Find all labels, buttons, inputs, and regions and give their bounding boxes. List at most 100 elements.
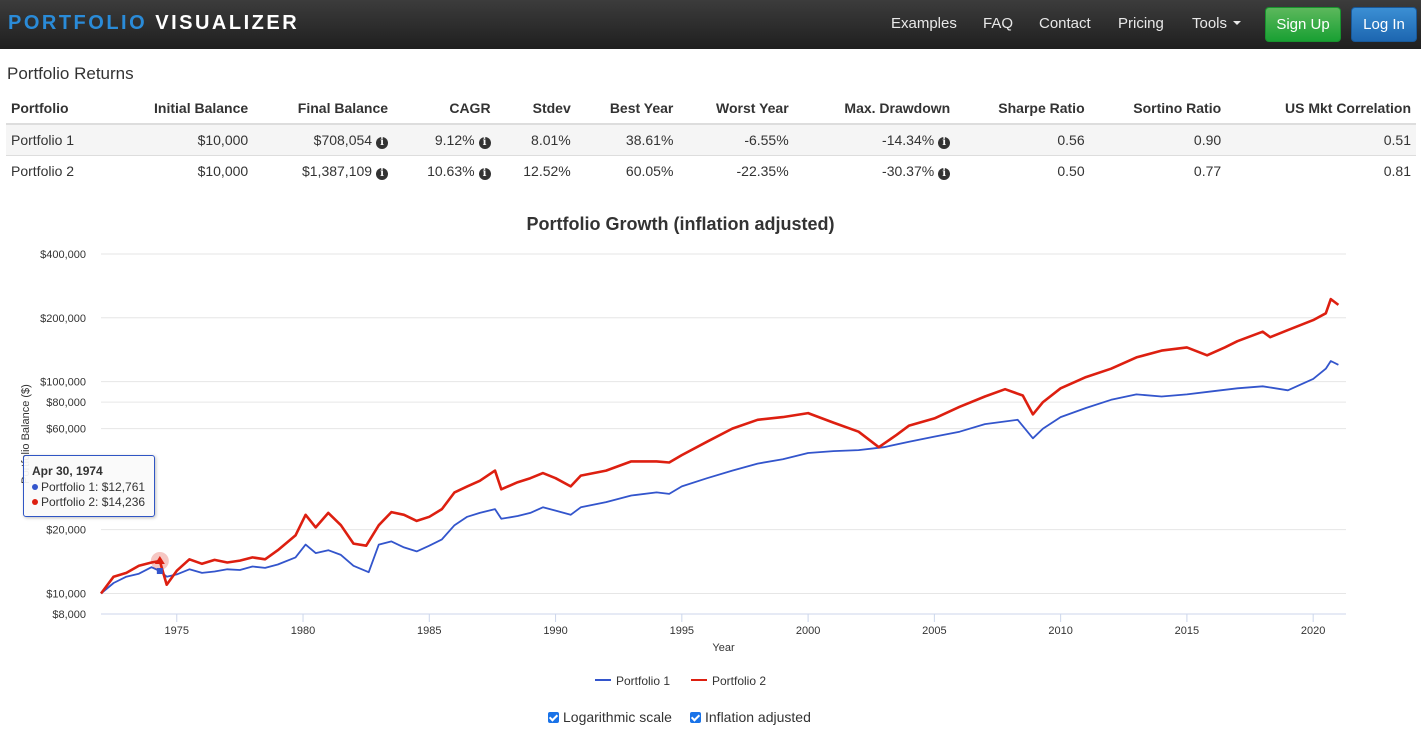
col-worst-year: Worst Year (678, 93, 794, 125)
tooltip-value-1: Portfolio 1: $12,761 (41, 480, 146, 494)
info-icon[interactable]: i (478, 167, 491, 180)
y-tick-label: $8,000 (52, 609, 86, 621)
nav-contact[interactable]: Contact (1039, 15, 1091, 32)
cell-worst-year: -22.35% (678, 155, 794, 186)
y-tick-label: $400,000 (40, 249, 86, 261)
tooltip-row-1: Portfolio 1: $12,761 (32, 480, 145, 494)
cell-value: 10.63% (427, 162, 475, 179)
login-button[interactable]: Log In (1351, 7, 1417, 42)
returns-table: Portfolio Initial Balance Final Balance … (6, 93, 1416, 186)
x-tick-label: 1990 (543, 625, 567, 637)
col-cagr: CAGR (393, 93, 496, 125)
col-best-year: Best Year (575, 93, 679, 125)
col-initial-balance: Initial Balance (107, 93, 254, 125)
info-icon[interactable]: i (478, 136, 491, 149)
col-sortino: Sortino Ratio (1089, 93, 1227, 125)
x-tick-label: 2015 (1175, 625, 1199, 637)
cell-sharpe: 0.56 (955, 123, 1090, 156)
cell-max-drawdown: -30.37% i (793, 155, 956, 186)
caret-down-icon (1233, 21, 1242, 25)
log-scale-checkbox[interactable] (548, 712, 559, 723)
x-tick-label: 1985 (417, 625, 441, 637)
info-icon[interactable]: i (376, 167, 389, 180)
y-tick-label: $20,000 (46, 525, 86, 537)
cell-portfolio: Portfolio 2 (6, 155, 108, 186)
legend-label: Portfolio 1 (616, 674, 671, 688)
inflation-label: Inflation adjusted (705, 709, 811, 725)
tooltip-row-2: Portfolio 2: $14,236 (32, 495, 145, 509)
nav-examples[interactable]: Examples (891, 15, 957, 32)
series-line-portfolio-1 (100, 360, 1339, 595)
cell-portfolio: Portfolio 1 (6, 123, 108, 156)
info-icon[interactable]: i (938, 136, 951, 149)
inflation-checkbox[interactable] (690, 712, 701, 723)
x-tick-label: 1995 (670, 625, 694, 637)
cell-max-drawdown: -14.34% i (793, 123, 956, 156)
x-axis-title: Year (712, 642, 735, 654)
info-icon[interactable]: i (376, 136, 389, 149)
nav-faq[interactable]: FAQ (983, 15, 1014, 32)
y-tick-label: $200,000 (40, 313, 86, 325)
cell-us-mkt-corr: 0.81 (1226, 155, 1416, 186)
hover-marker-portfolio-2 (154, 555, 165, 564)
col-stdev: Stdev (495, 93, 576, 125)
cell-best-year: 60.05% (575, 155, 679, 186)
y-tick-label: $60,000 (46, 424, 86, 436)
table-row: Portfolio 1 $10,000 $708,054 i 9.12% i 8.0… (6, 123, 1416, 156)
tooltip-value-2: Portfolio 2: $14,236 (41, 495, 146, 509)
cell-value: -30.37% (882, 162, 935, 179)
y-tick-label: $10,000 (46, 588, 86, 600)
signup-button[interactable]: Sign Up (1265, 7, 1341, 42)
series-dot-icon (32, 499, 38, 505)
x-tick-label: 2000 (796, 625, 820, 637)
cell-sortino: 0.77 (1089, 155, 1227, 186)
nav-tools[interactable]: Tools (1192, 15, 1242, 32)
cell-stdev: 12.52% (495, 155, 576, 186)
x-tick-label: 1975 (165, 625, 189, 637)
legend-label: Portfolio 2 (712, 674, 767, 688)
nav-tools-label: Tools (1192, 15, 1228, 32)
cell-sharpe: 0.50 (955, 155, 1090, 186)
x-tick-label: 2005 (922, 625, 946, 637)
cell-stdev: 8.01% (495, 123, 576, 156)
cell-initial-balance: $10,000 (107, 123, 254, 156)
series-line-portfolio-2 (99, 297, 1340, 595)
info-icon[interactable]: i (938, 167, 951, 180)
col-portfolio: Portfolio (6, 93, 108, 125)
cell-value: 9.12% (434, 131, 475, 148)
navbar: PORTFOLIO VISUALIZER Examples FAQ Contac… (0, 0, 1421, 49)
cell-value: $708,054 (313, 131, 373, 148)
cell-best-year: 38.61% (575, 123, 679, 156)
legend-item-portfolio-1[interactable]: Portfolio 1 (595, 674, 670, 688)
table-row: Portfolio 2 $10,000 $1,387,109 i 10.63% i … (6, 155, 1416, 186)
log-scale-label: Logarithmic scale (563, 709, 672, 725)
col-max-drawdown: Max. Drawdown (793, 93, 956, 125)
inflation-option[interactable]: Inflation adjusted (690, 709, 811, 725)
legend-item-portfolio-2[interactable]: Portfolio 2 (691, 674, 766, 688)
nav-pricing[interactable]: Pricing (1118, 15, 1164, 32)
cell-final-balance: $708,054 i (253, 123, 394, 156)
x-tick-label: 1980 (291, 625, 315, 637)
col-us-mkt-corr: US Mkt Correlation (1226, 93, 1416, 125)
x-tick-label: 2020 (1301, 625, 1325, 637)
section-title: Portfolio Returns (7, 64, 134, 83)
cell-final-balance: $1,387,109 i (253, 155, 394, 186)
brand-logo[interactable]: PORTFOLIO VISUALIZER (8, 12, 299, 35)
cell-cagr: 9.12% i (393, 123, 496, 156)
cell-worst-year: -6.55% (678, 123, 794, 156)
hover-marker-portfolio-1 (156, 568, 163, 575)
series-dot-icon (32, 484, 38, 490)
cell-value: $1,387,109 (301, 162, 373, 179)
cell-us-mkt-corr: 0.51 (1226, 123, 1416, 156)
y-tick-label: $80,000 (46, 397, 86, 409)
brand-part1: PORTFOLIO (8, 12, 148, 34)
col-sharpe: Sharpe Ratio (955, 93, 1090, 125)
cell-value: -14.34% (882, 131, 935, 148)
log-scale-option[interactable]: Logarithmic scale (548, 709, 672, 725)
chart-title: Portfolio Growth (inflation adjusted) (526, 214, 835, 234)
cell-sortino: 0.90 (1089, 123, 1227, 156)
cell-cagr: 10.63% i (393, 155, 496, 186)
legend-line-icon (691, 679, 707, 681)
growth-chart[interactable]: $8,000 $10,000 $20,000 $60,000 $80,000 $100,0… (0, 240, 1421, 665)
tooltip-date: Apr 30, 1974 (32, 464, 103, 478)
